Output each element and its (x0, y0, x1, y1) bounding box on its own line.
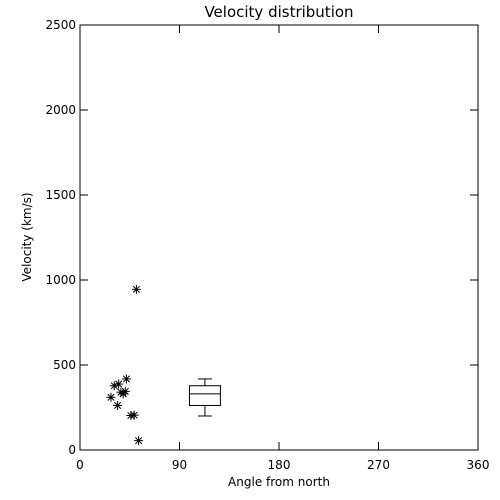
y-tick-label: 500 (53, 358, 76, 372)
data-point (120, 386, 130, 396)
y-tick-label: 0 (68, 443, 76, 457)
data-point (121, 374, 131, 384)
boxplot (188, 378, 221, 417)
y-axis: 0 500 1000 1500 2000 2500 (45, 18, 478, 457)
x-tick-label: 360 (467, 458, 490, 472)
data-point (114, 379, 124, 389)
y-tick-label: 1000 (45, 273, 76, 287)
data-point (131, 284, 141, 294)
box-iqr (188, 385, 221, 406)
x-tick-label: 270 (367, 458, 390, 472)
data-point (106, 392, 116, 402)
y-tick-label: 2500 (45, 18, 76, 32)
y-axis-title: Velocity (km/s) (20, 192, 34, 281)
data-point (129, 410, 139, 420)
scatter-points (106, 284, 144, 446)
x-tick-label: 90 (172, 458, 187, 472)
chart-title: Velocity distribution (204, 3, 353, 21)
x-axis-title: Angle from north (228, 475, 330, 489)
plot-frame (79, 24, 479, 451)
y-tick-label: 2000 (45, 103, 76, 117)
data-point (113, 400, 123, 410)
x-axis: 0 90 180 270 360 (76, 25, 489, 472)
data-point (134, 436, 144, 446)
x-tick-label: 0 (76, 458, 84, 472)
y-tick-label: 1500 (45, 188, 76, 202)
x-tick-label: 180 (268, 458, 291, 472)
